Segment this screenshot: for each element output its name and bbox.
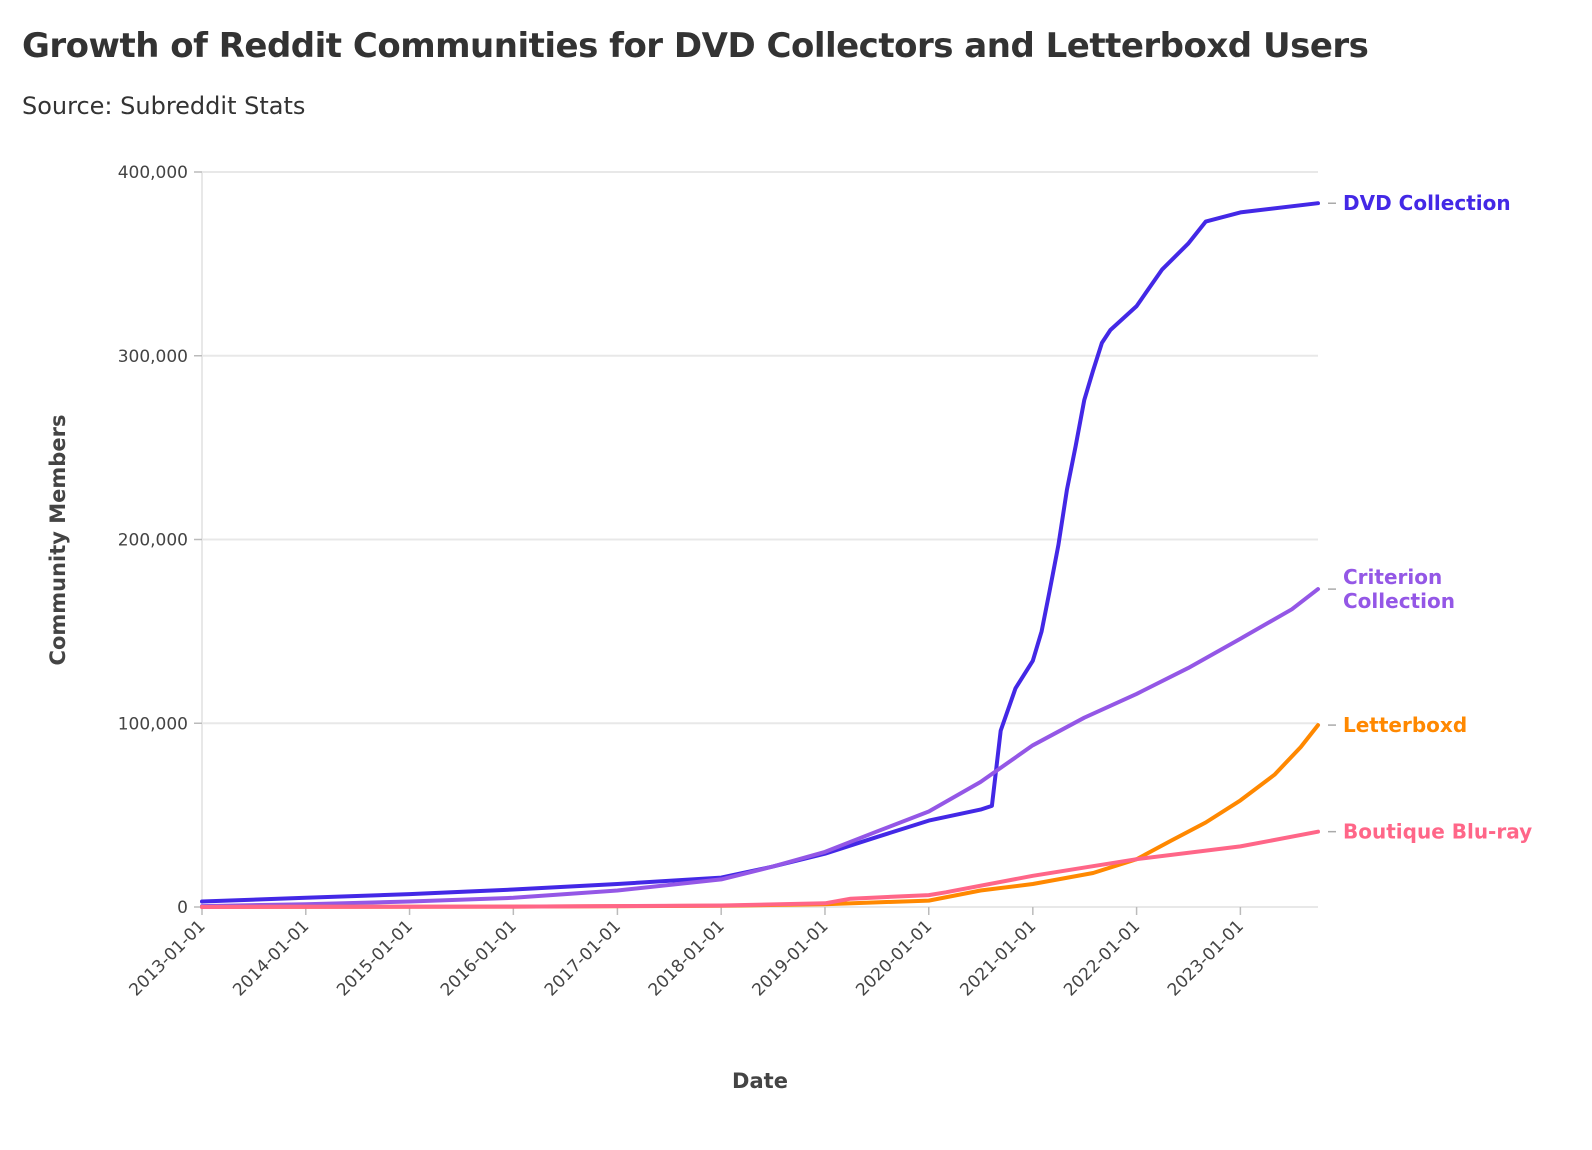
series-line <box>200 829 1320 909</box>
series-label: Criterion <box>1343 565 1442 589</box>
x-tick-label: 2017-01-01 <box>541 916 625 1000</box>
y-axis-label: Community Members <box>46 415 70 666</box>
x-axis: 2013-01-01 2014-01-01 2015-01-01 2016-01-01… <box>126 907 1248 1000</box>
grid <box>201 171 1318 908</box>
x-tick-label: 2014-01-01 <box>229 916 313 1000</box>
y-tick-label: 200,000 <box>118 531 188 551</box>
x-tick-label: 2013-01-01 <box>126 916 210 1000</box>
chart-title: Growth of Reddit Communities for DVD Col… <box>22 26 1369 66</box>
x-tick-label: 2016-01-01 <box>437 916 521 1000</box>
series-label: Letterboxd <box>1343 713 1467 737</box>
series-label: Collection <box>1343 589 1455 613</box>
series-line <box>200 201 1320 904</box>
series-lines <box>200 201 1320 909</box>
x-tick-label: 2022-01-01 <box>1060 916 1144 1000</box>
x-tick-label: 2015-01-01 <box>333 916 417 1000</box>
x-tick-label: 2023-01-01 <box>1164 916 1248 1000</box>
x-tick-label: 2018-01-01 <box>645 916 729 1000</box>
y-tick-label: 0 <box>177 898 188 918</box>
y-tick-label: 100,000 <box>118 714 188 734</box>
y-tick-label: 400,000 <box>118 163 188 183</box>
x-tick-label: 2020-01-01 <box>852 916 936 1000</box>
series-line <box>200 587 1320 909</box>
x-tick-label: 2019-01-01 <box>749 916 833 1000</box>
y-axis: 0 100,000 200,000 300,000 400,000 <box>118 163 202 918</box>
series-label: Boutique Blu-ray <box>1343 820 1532 844</box>
x-tick-label: 2021-01-01 <box>956 916 1040 1000</box>
series-line <box>200 723 1320 909</box>
series-label: DVD Collection <box>1343 191 1511 215</box>
chart-subtitle: Source: Subreddit Stats <box>22 92 306 120</box>
y-tick-label: 300,000 <box>118 347 188 367</box>
x-axis-label: Date <box>732 1069 788 1093</box>
